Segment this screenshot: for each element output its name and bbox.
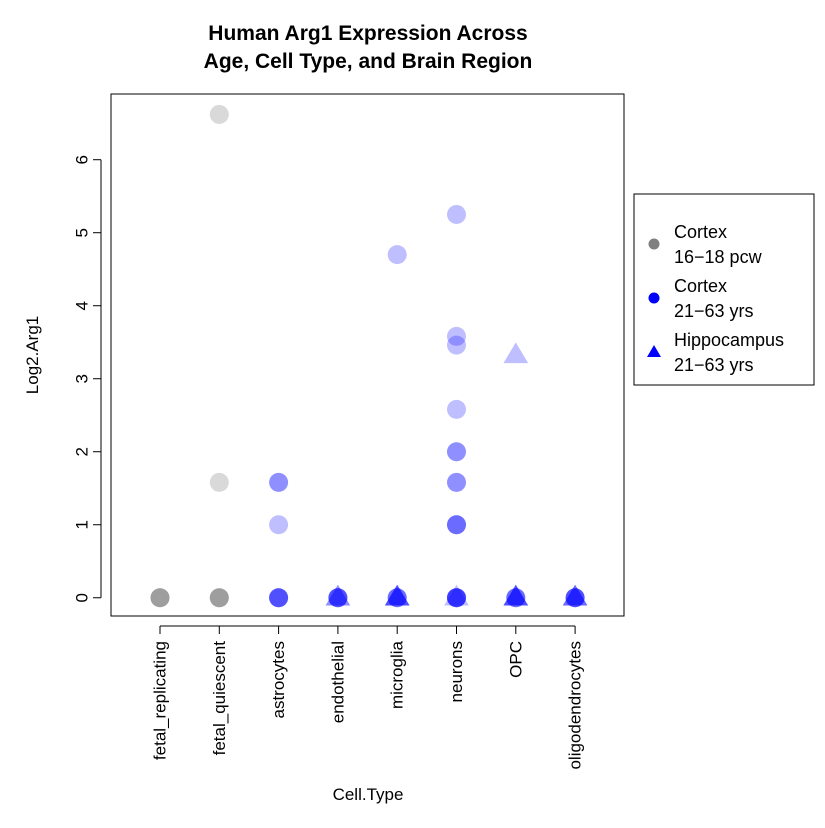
- data-point-circle: [387, 245, 407, 265]
- data-point-circle: [447, 335, 466, 355]
- data-point-circle: [328, 588, 348, 608]
- data-point-circle: [447, 515, 466, 535]
- data-point-triangle: [325, 584, 351, 606]
- legend-entry-line-1: Cortex: [674, 222, 727, 242]
- data-point-circle: [447, 515, 466, 535]
- data-point-circle: [269, 588, 289, 608]
- legend-circle-symbol: [648, 238, 660, 250]
- data-point-circle: [269, 588, 289, 608]
- data-point-circle: [447, 588, 466, 608]
- data-point-circle: [387, 588, 407, 608]
- plot-area-frame: [110, 93, 625, 617]
- x-tick-label-microglia: microglia: [388, 640, 407, 709]
- legend-entry-line-1: Hippocampus: [674, 330, 784, 350]
- data-point-circle: [328, 588, 348, 608]
- y-tick-label: 4: [73, 301, 92, 310]
- x-tick-label-fetal_quiescent: fetal_quiescent: [210, 641, 229, 756]
- data-point-triangle: [562, 584, 588, 606]
- chart-title-line-1: Human Arg1 Expression Across: [208, 22, 527, 45]
- y-tick-label: 2: [73, 447, 92, 456]
- data-point-circle: [209, 588, 229, 608]
- x-tick-label-opc: OPC: [506, 641, 525, 678]
- data-point-circle: [447, 472, 466, 492]
- data-point-triangle: [384, 584, 410, 606]
- x-tick-label-astrocytes: astrocytes: [269, 641, 288, 718]
- data-point-triangle: [444, 584, 469, 606]
- data-point-circle: [447, 442, 466, 462]
- data-point-circle: [447, 204, 466, 224]
- data-point-circle: [447, 588, 466, 608]
- data-point-circle: [269, 472, 289, 492]
- data-point-circle: [269, 588, 289, 608]
- data-point-circle: [269, 588, 289, 608]
- data-point-circle: [565, 588, 585, 608]
- data-point-circle: [209, 588, 229, 608]
- data-point-circle: [328, 588, 348, 608]
- data-point-circle: [447, 326, 466, 346]
- y-tick-label: 5: [73, 228, 92, 237]
- data-point-triangle: [562, 584, 588, 606]
- data-point-circle: [506, 588, 526, 608]
- data-point-triangle: [503, 584, 529, 606]
- data-point-circle: [387, 588, 407, 608]
- legend-circle-symbol: [648, 292, 660, 304]
- x-axis: fetal_replicating fetal_quiescent astrocyt…: [151, 625, 585, 770]
- data-point-triangle: [384, 584, 410, 606]
- y-axis-label: Log2.Arg1: [23, 316, 42, 394]
- legend-entry-line-2: 21−63 yrs: [674, 355, 754, 375]
- y-tick-label: 1: [73, 520, 92, 529]
- data-point-circle: [150, 588, 170, 608]
- data-point-circle: [269, 472, 289, 492]
- data-point-circle: [209, 472, 229, 492]
- legend-frame: [633, 193, 815, 386]
- data-point-triangle: [325, 584, 351, 606]
- data-point-circle: [447, 515, 466, 535]
- y-tick-label: 6: [73, 155, 92, 164]
- y-tick-label: 3: [73, 374, 92, 383]
- chart-title-line-2: Age, Cell Type, and Brain Region: [204, 50, 533, 73]
- legend: Cortex 16−18 pcw Cortex 21−63 yrs Hippocampu…: [633, 193, 815, 386]
- legend-entry-line-2: 21−63 yrs: [674, 301, 754, 321]
- data-point-circle: [150, 588, 170, 608]
- data-point-triangle: [503, 342, 529, 364]
- data-point-triangle: [503, 584, 529, 606]
- data-points: [150, 104, 588, 608]
- data-point-triangle: [503, 584, 529, 606]
- data-point-circle: [447, 442, 466, 462]
- data-point-circle: [447, 399, 466, 419]
- data-point-circle: [447, 588, 466, 608]
- y-tick-label: 0: [73, 593, 92, 602]
- data-point-triangle: [384, 584, 410, 606]
- data-point-circle: [447, 472, 466, 492]
- legend-entry-line-2: 16−18 pcw: [674, 247, 763, 267]
- x-tick-label-oligodendrocytes: oligodendrocytes: [566, 641, 585, 770]
- x-axis-label: Cell.Type: [333, 785, 404, 804]
- x-tick-label-fetal_replicating: fetal_replicating: [151, 641, 170, 760]
- data-point-circle: [269, 515, 289, 535]
- data-point-triangle: [503, 584, 529, 606]
- data-point-circle: [387, 588, 407, 608]
- data-point-circle: [506, 588, 526, 608]
- data-point-circle: [565, 588, 585, 608]
- x-tick-label-neurons: neurons: [447, 641, 466, 702]
- data-point-circle: [447, 588, 466, 608]
- data-point-triangle: [384, 584, 410, 606]
- data-point-circle: [150, 588, 170, 608]
- data-point-circle: [209, 104, 229, 124]
- data-point-circle: [506, 588, 526, 608]
- data-point-circle: [328, 588, 348, 608]
- y-axis: 0 1 2 3 4 5 6: [73, 155, 102, 602]
- data-point-circle: [150, 588, 170, 608]
- x-tick-label-endothelial: endothelial: [328, 641, 347, 723]
- data-point-circle: [209, 588, 229, 608]
- data-point-circle: [565, 588, 585, 608]
- data-point-circle: [209, 588, 229, 608]
- data-point-circle: [447, 588, 466, 608]
- data-point-circle: [565, 588, 585, 608]
- legend-entry-line-1: Cortex: [674, 276, 727, 296]
- data-point-triangle: [562, 584, 588, 606]
- legend-triangle-symbol: [647, 345, 661, 357]
